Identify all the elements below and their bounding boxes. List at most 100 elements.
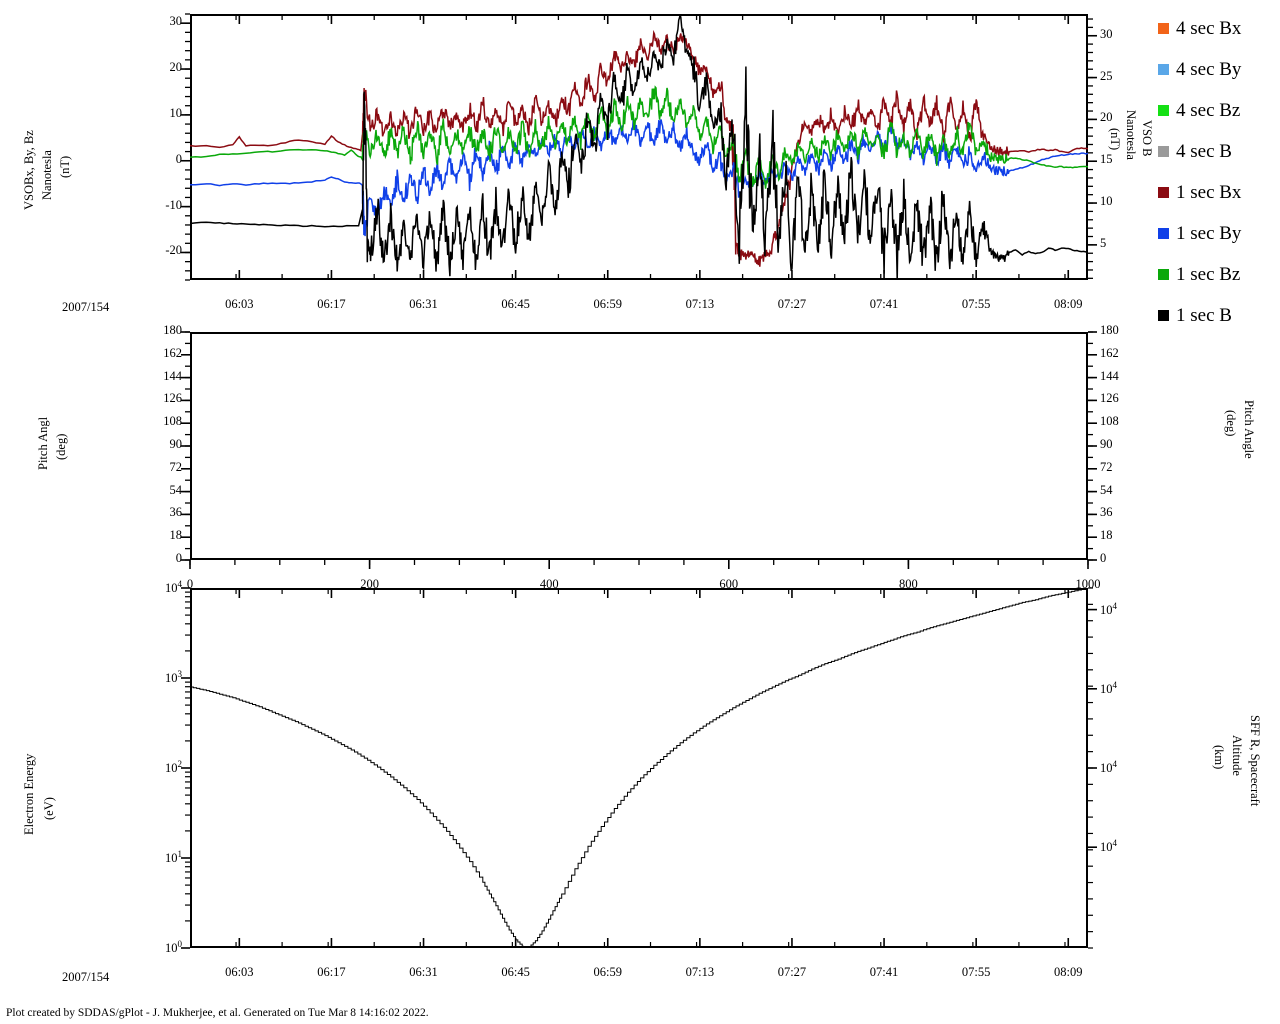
axis-tick-label: 36 (169, 505, 183, 520)
axis-tick-label: 54 (1100, 482, 1113, 497)
axis-tick-label: 06:03 (225, 965, 254, 979)
axis-tick-label: 90 (1100, 437, 1113, 451)
axis-tick-label: 600 (719, 577, 739, 591)
axis-tick-label: 18 (1100, 528, 1113, 543)
axis-tick-label: 90 (169, 437, 183, 451)
altitude-plot-area (190, 588, 1088, 948)
legend-item-1-sec-by[interactable]: 1 sec By (1158, 213, 1278, 254)
axis-tick-label: 108 (163, 414, 182, 429)
axis-tick-label: 30 (169, 14, 183, 29)
axis-tick-label: 25 (1100, 68, 1113, 83)
magnetic-field-plot-area (190, 14, 1088, 280)
axis-tick-label: 104 (165, 579, 182, 596)
legend-item-4-sec-bx[interactable]: 4 sec Bx (1158, 8, 1278, 49)
axis-tick-label: 10 (1100, 194, 1113, 209)
axis-tick-label: 07:41 (869, 297, 899, 311)
axis-tick-label: 400 (539, 577, 559, 591)
series-1-sec-bz (190, 85, 1088, 189)
panel2-left-axis-units: (deg) (54, 433, 68, 460)
axis-tick-label: 08:09 (1054, 297, 1083, 311)
legend-item-4-sec-b[interactable]: 4 sec B (1158, 131, 1278, 172)
axis-tick-label: 54 (169, 482, 183, 497)
axis-tick-label: 72 (169, 459, 183, 474)
panel3-right-axis-units: (km) (1212, 745, 1226, 770)
axis-tick-label: 180 (1100, 323, 1119, 337)
legend-item-4-sec-bz[interactable]: 4 sec Bz (1158, 90, 1278, 131)
axis-tick-label: 101 (165, 849, 182, 866)
axis-tick-label: 06:17 (317, 965, 346, 979)
legend-label: 4 sec B (1176, 141, 1232, 162)
legend-swatch-icon (1158, 64, 1169, 75)
axis-tick-label: 104 (1100, 600, 1117, 617)
axis-tick-label: 144 (163, 368, 182, 383)
axis-tick-label: 0 (175, 151, 182, 166)
axis-tick-label: -10 (165, 197, 182, 212)
panel2-left-axis-title: Pitch Angl (36, 416, 50, 470)
panel1-right-axis-subtitle: Nanotesla (1124, 110, 1138, 160)
axis-tick-label: 07:41 (869, 965, 899, 979)
axis-tick-label: 0 (1100, 551, 1107, 565)
series-spacecraft-altitude (190, 588, 1088, 948)
axis-tick-label: 06:17 (317, 297, 346, 311)
axis-tick-label: 800 (899, 577, 918, 591)
axis-tick-label: 07:27 (777, 297, 807, 311)
footer-credit: Plot created by SDDAS/gPlot - J. Mukherj… (6, 1007, 429, 1019)
axis-tick-label: 0 (175, 551, 182, 565)
axis-tick-label: 15 (1100, 152, 1113, 167)
axis-tick-label: 104 (1100, 679, 1117, 696)
panel3-left-axis-units: (eV) (42, 797, 56, 820)
panel1-left-axis-title: VSOBx, By, Bz (22, 130, 36, 210)
axis-tick-label: 07:55 (961, 965, 991, 979)
axis-tick-label: 07:27 (777, 965, 807, 979)
legend-swatch-icon (1158, 310, 1169, 321)
axis-tick-label: 104 (1100, 759, 1117, 776)
legend-item-1-sec-b[interactable]: 1 sec B (1158, 295, 1278, 336)
legend-label: 1 sec Bx (1176, 182, 1242, 203)
legend-label: 4 sec Bx (1176, 18, 1242, 39)
panel1-date-label: 2007/154 (62, 300, 110, 314)
axis-tick-label: 162 (1100, 345, 1119, 360)
axis-tick-label: 06:31 (409, 297, 438, 311)
axis-tick-label: 20 (1100, 110, 1113, 125)
axis-tick-label: 18 (169, 528, 183, 543)
axis-tick-label: 103 (165, 669, 182, 686)
panel2-right-axis-units: (deg) (1224, 410, 1238, 437)
legend-swatch-icon (1158, 187, 1169, 198)
axis-tick-label: 30 (1100, 26, 1113, 41)
legend-label: 1 sec By (1176, 223, 1242, 244)
axis-tick-label: 200 (360, 577, 379, 591)
legend-label: 1 sec B (1176, 305, 1232, 326)
axis-tick-label: 06:45 (501, 297, 530, 311)
legend-label: 4 sec Bz (1176, 100, 1241, 121)
legend-swatch-icon (1158, 228, 1169, 239)
axis-tick-label: 126 (1100, 391, 1119, 406)
axis-tick-label: 07:13 (685, 965, 715, 979)
axis-tick-label: 07:55 (961, 297, 991, 311)
legend-item-4-sec-by[interactable]: 4 sec By (1158, 49, 1278, 90)
legend-swatch-icon (1158, 105, 1169, 116)
axis-tick-label: 100 (165, 939, 182, 956)
legend-item-1-sec-bz[interactable]: 1 sec Bz (1158, 254, 1278, 295)
panel1-right-axis-title: VSO B (1140, 120, 1154, 157)
axis-tick-label: 06:03 (225, 297, 254, 311)
axis-tick-label: 06:59 (593, 965, 622, 979)
axis-tick-label: 08:09 (1054, 965, 1083, 979)
legend-item-1-sec-bx[interactable]: 1 sec Bx (1158, 172, 1278, 213)
panel1-right-axis-units: (nT) (1108, 128, 1122, 151)
panel3-right-axis-subtitle: Altitude (1230, 735, 1244, 776)
axis-tick-label: 36 (1100, 505, 1113, 520)
axis-tick-label: 06:59 (593, 297, 622, 311)
axis-tick-label: 5 (1100, 235, 1107, 250)
legend-swatch-icon (1158, 269, 1169, 280)
axis-tick-label: 06:45 (501, 965, 530, 979)
legend-label: 4 sec By (1176, 59, 1242, 80)
axis-tick-label: 180 (163, 323, 182, 337)
axis-tick-label: 162 (163, 345, 182, 360)
axis-tick-label: 0 (186, 577, 194, 591)
panel1-left-axis-units: (nT) (58, 155, 72, 178)
axis-tick-label: 102 (165, 759, 182, 776)
series-1-sec-by (190, 118, 1088, 237)
series-1-sec-b (190, 14, 1088, 280)
legend-swatch-icon (1158, 23, 1169, 34)
panel3-date-label: 2007/154 (62, 970, 110, 984)
